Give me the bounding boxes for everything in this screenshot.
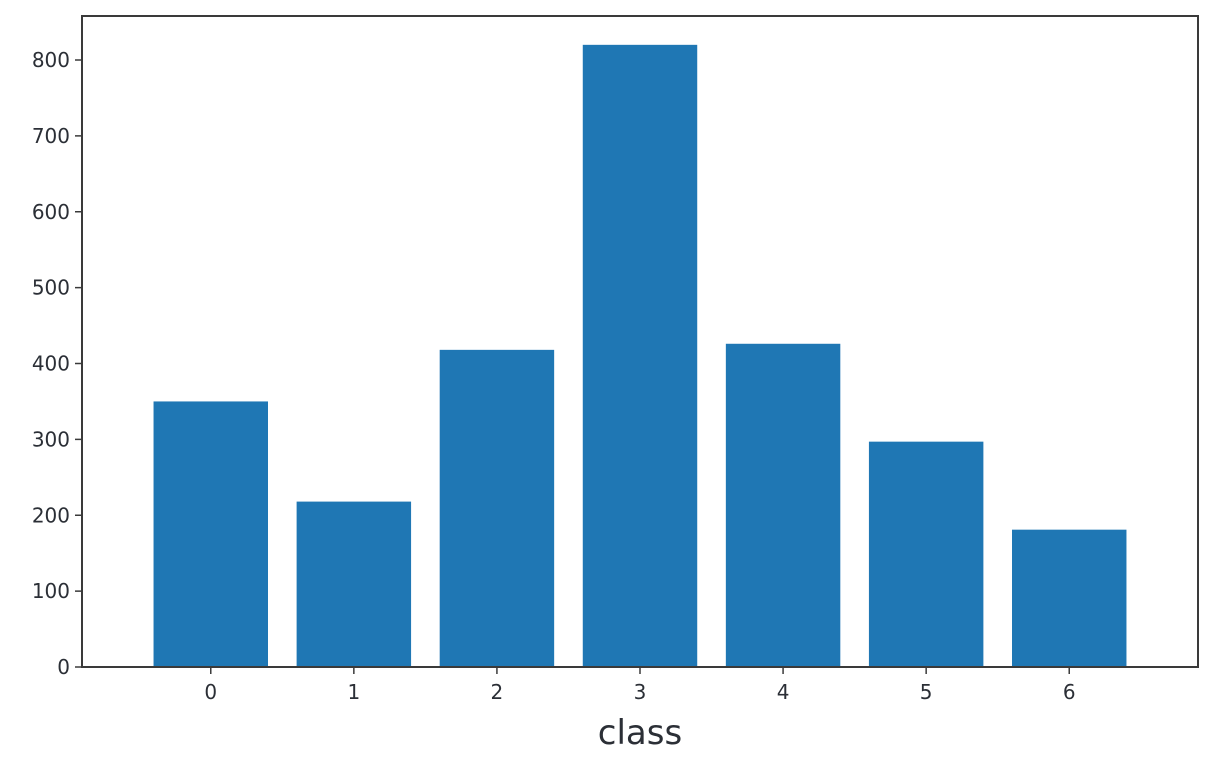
x-tick-label: 0 <box>204 680 217 704</box>
y-tick-label: 700 <box>32 124 70 148</box>
y-tick-label: 100 <box>32 579 70 603</box>
y-tick-label: 200 <box>32 503 70 527</box>
y-axis: 0 100 200 300 400 500 600 700 800 <box>32 48 82 679</box>
bar-3 <box>582 44 698 668</box>
x-tick-label: 6 <box>1063 680 1076 704</box>
y-tick-label: 0 <box>57 655 70 679</box>
y-tick-label: 300 <box>32 427 70 451</box>
x-tick-label: 1 <box>347 680 360 704</box>
y-tick-label: 600 <box>32 200 70 224</box>
y-tick-label: 500 <box>32 276 70 300</box>
x-tick-label: 4 <box>777 680 790 704</box>
x-axis-label: class <box>598 713 682 753</box>
bar-1 <box>296 501 412 667</box>
bar-2 <box>439 349 555 667</box>
bar-6 <box>1012 529 1127 667</box>
x-tick-label: 5 <box>920 680 933 704</box>
x-axis: 0 1 2 3 4 5 6 <box>204 667 1076 704</box>
plot-frame <box>81 15 1199 668</box>
bar-4 <box>725 343 841 667</box>
x-tick-label: 3 <box>634 680 647 704</box>
y-tick-label: 400 <box>32 352 70 376</box>
x-tick-label: 2 <box>491 680 504 704</box>
bar-0 <box>153 401 268 667</box>
bars-group <box>153 44 1127 668</box>
y-tick-label: 800 <box>32 48 70 72</box>
bar-5 <box>868 441 984 667</box>
